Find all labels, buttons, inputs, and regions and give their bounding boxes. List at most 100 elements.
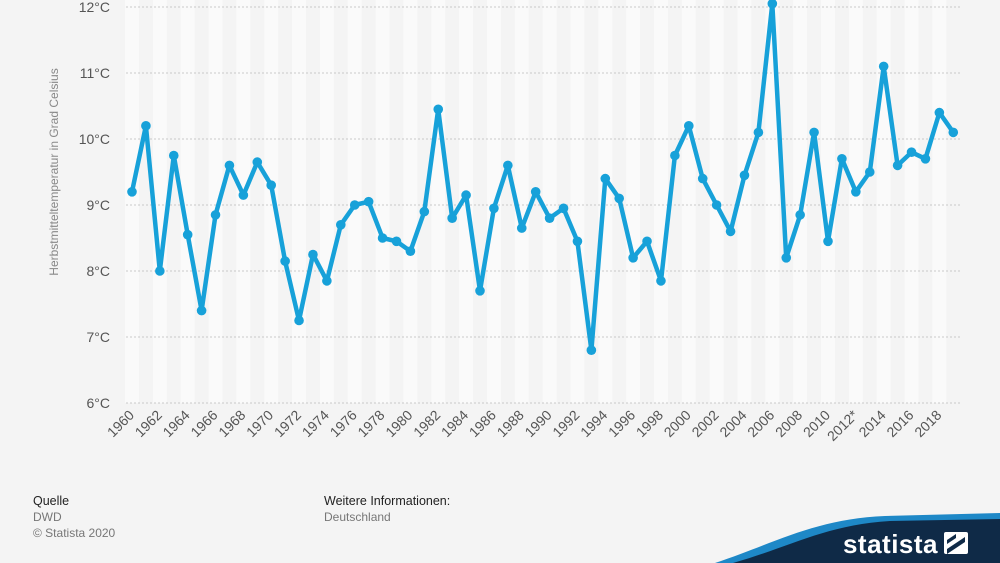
data-point [405, 246, 416, 256]
x-tick-label: 1984 [438, 407, 471, 440]
x-tick-label: 1980 [382, 407, 415, 440]
data-point [182, 229, 193, 240]
column-band [793, 0, 808, 403]
brand-banner [715, 513, 1000, 563]
data-point [433, 104, 444, 115]
x-tick-label: 2018 [911, 407, 944, 440]
copyright: © Statista 2020 [33, 526, 116, 540]
x-tick-label: 2006 [744, 407, 777, 440]
column-band [570, 0, 585, 403]
x-tick-label: 1992 [549, 407, 582, 440]
column-band [292, 0, 306, 403]
column-band [542, 0, 557, 403]
x-tick-label: 1968 [215, 407, 248, 440]
data-point [572, 236, 583, 247]
data-point [878, 61, 889, 72]
column-band [737, 0, 752, 403]
column-band [236, 0, 251, 403]
data-point [544, 213, 555, 223]
x-axis-ticks: 1960196219641966196819701972197419761978… [104, 406, 945, 444]
data-point [739, 170, 750, 181]
column-band [180, 0, 195, 403]
data-point [168, 150, 179, 161]
data-point [670, 150, 680, 161]
column-band [264, 0, 279, 403]
data-point [586, 345, 597, 356]
brand-swoosh [733, 519, 1000, 563]
data-point [753, 127, 764, 138]
column-band [821, 0, 835, 403]
x-tick-label: 2016 [883, 407, 916, 440]
data-point [238, 190, 249, 200]
x-tick-label: 1988 [494, 407, 527, 440]
data-point [823, 236, 833, 247]
x-tick-label: 2014 [855, 407, 888, 440]
data-point [196, 305, 207, 316]
x-tick-label: 1976 [326, 407, 359, 440]
column-band [403, 0, 418, 403]
x-tick-label: 1972 [271, 407, 304, 440]
x-tick-label: 1966 [187, 407, 220, 440]
data-point [530, 187, 541, 197]
y-tick-label: 7°C [87, 329, 111, 345]
x-tick-label: 1970 [243, 407, 276, 440]
data-point [920, 154, 931, 164]
data-point [322, 276, 332, 286]
x-tick-label: 2004 [716, 407, 749, 440]
x-tick-label: 2002 [688, 407, 721, 440]
source-block: Quelle DWD © Statista 2020 [33, 493, 115, 541]
data-point [948, 127, 959, 138]
data-point [614, 193, 624, 204]
x-tick-label: 1990 [521, 407, 554, 440]
data-point [767, 0, 778, 9]
data-point [252, 157, 263, 167]
y-tick-label: 12°C [79, 0, 110, 15]
x-tick-label: 1998 [633, 407, 666, 440]
x-tick-label: 1986 [466, 407, 499, 440]
column-band [514, 0, 529, 403]
info-region: Deutschland [324, 510, 391, 524]
data-point [711, 200, 722, 210]
data-point [447, 213, 457, 223]
data-point [809, 127, 819, 138]
info-title: Weitere Informationen: [324, 494, 451, 508]
y-tick-label: 9°C [87, 197, 111, 213]
y-axis-label: Herbstmitteltemperatur in Grad Celsius [47, 68, 61, 275]
data-point [906, 147, 917, 157]
data-point [725, 226, 736, 237]
data-point [516, 223, 527, 233]
data-point [266, 180, 277, 190]
data-point [864, 167, 875, 177]
y-tick-label: 10°C [79, 131, 110, 147]
x-tick-label: 2008 [772, 407, 805, 440]
x-tick-label: 2000 [661, 407, 694, 440]
column-band [626, 0, 641, 403]
brand-logo-text[interactable]: statista [842, 529, 938, 559]
column-band [681, 0, 696, 403]
column-band [431, 0, 446, 403]
x-tick-label: 1964 [159, 407, 192, 440]
line-chart: 6°C 7°C 8°C 9°C 10°C 11°C 12°C Herbstmitteltem… [47, 0, 960, 444]
data-points [127, 0, 959, 356]
x-tick-label: 1974 [299, 407, 332, 440]
source-name: DWD [33, 510, 62, 524]
data-point [419, 206, 430, 217]
source-title: Quelle [33, 494, 70, 508]
statista-logo-icon [944, 532, 968, 554]
data-point [461, 190, 471, 200]
y-axis-ticks: 6°C 7°C 8°C 9°C 10°C 11°C 12°C [79, 0, 110, 411]
data-point [349, 200, 360, 210]
data-point [308, 249, 318, 260]
data-point [224, 160, 235, 171]
data-point [127, 187, 137, 197]
data-point [155, 266, 165, 276]
data-point [851, 187, 861, 197]
data-point [210, 210, 221, 220]
data-point [837, 154, 847, 164]
data-point [141, 121, 151, 131]
data-point [656, 276, 666, 286]
data-point [558, 203, 569, 214]
y-tick-label: 8°C [87, 263, 111, 279]
x-tick-label: 1978 [354, 407, 387, 440]
data-point [489, 203, 499, 214]
